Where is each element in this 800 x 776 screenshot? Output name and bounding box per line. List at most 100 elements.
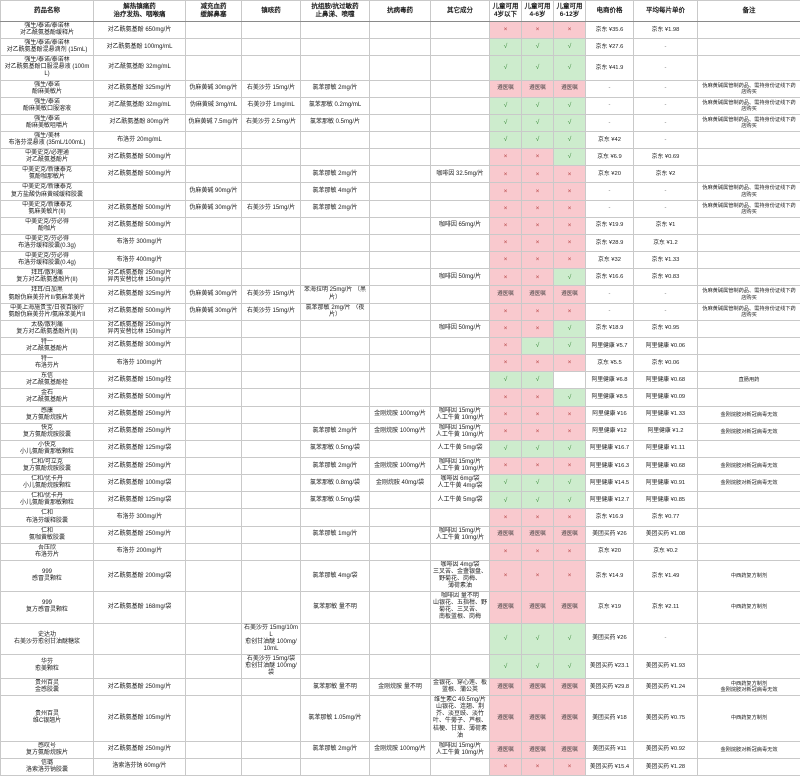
unit-cell[interactable]: 美团买药 ¥0.75	[634, 696, 698, 741]
drug-name-cell[interactable]: 强生/泰诺/泰诺林对乙酰氨基酚口服混悬液 (100mL)	[1, 56, 94, 80]
age-under-4-cell[interactable]: ×	[490, 423, 522, 440]
decongestant-cell[interactable]	[186, 217, 242, 234]
age-4-6-cell[interactable]: ×	[522, 269, 554, 286]
other-ingredients-cell[interactable]	[431, 114, 490, 131]
drug-name-cell[interactable]: 史达功右美沙芬愈创甘油醚糖浆	[1, 623, 94, 654]
other-ingredients-cell[interactable]	[431, 509, 490, 526]
other-ingredients-cell[interactable]: 咖啡因 量不明 山银花、五指柑、野菊花、三叉苦、 南板蓝根、岗梅	[431, 592, 490, 623]
antipyretic-cell[interactable]	[94, 623, 186, 654]
age-6-12-cell[interactable]: ×	[554, 22, 586, 39]
unit-cell[interactable]: 京东 ¥1	[634, 217, 698, 234]
other-ingredients-cell[interactable]	[431, 337, 490, 354]
column-header-age-under-4[interactable]: 儿童可用 4岁以下	[490, 1, 522, 22]
age-4-6-cell[interactable]: √	[522, 56, 554, 80]
antihistamine-cell[interactable]	[301, 269, 370, 286]
antipyretic-cell[interactable]: 布洛芬 100mg/片	[94, 355, 186, 372]
age-6-12-cell[interactable]: ×	[554, 355, 586, 372]
unit-cell[interactable]: 京东 ¥0.95	[634, 320, 698, 337]
drug-name-cell[interactable]: 拜耳/散利痛复方对乙酰氨基酚片(II)	[1, 269, 94, 286]
decongestant-cell[interactable]	[186, 372, 242, 389]
price-cell[interactable]: 阿里健康 ¥16.3	[586, 457, 634, 474]
unit-cell[interactable]: 京东 ¥1.49	[634, 560, 698, 591]
unit-cell[interactable]: -	[634, 183, 698, 200]
column-header-unit-price[interactable]: 平均每片单价	[634, 1, 698, 22]
decongestant-cell[interactable]	[186, 320, 242, 337]
price-cell[interactable]: -	[586, 97, 634, 114]
antiviral-cell[interactable]: 金刚烷胺 100mg/片	[370, 457, 431, 474]
antihistamine-cell[interactable]	[301, 654, 370, 678]
decongestant-cell[interactable]	[186, 234, 242, 251]
age-6-12-cell[interactable]: ×	[554, 543, 586, 560]
age-4-6-cell[interactable]: ×	[522, 457, 554, 474]
age-under-4-cell[interactable]: ×	[490, 234, 522, 251]
note-cell[interactable]	[698, 269, 800, 286]
age-6-12-cell[interactable]: √	[554, 56, 586, 80]
antiviral-cell[interactable]	[370, 592, 431, 623]
decongestant-cell[interactable]	[186, 440, 242, 457]
price-cell[interactable]: 京东 ¥35.6	[586, 22, 634, 39]
age-under-4-cell[interactable]: ×	[490, 269, 522, 286]
antipyretic-cell[interactable]: 对乙酰氨基酚 650mg/片	[94, 22, 186, 39]
note-cell[interactable]	[698, 509, 800, 526]
note-cell[interactable]: 伪麻黄碱属管制药品、需持身份证线下药店购买	[698, 303, 800, 320]
other-ingredients-cell[interactable]	[431, 97, 490, 114]
age-6-12-cell[interactable]: 遵医嘱	[554, 741, 586, 758]
note-cell[interactable]: 直肠用药	[698, 372, 800, 389]
age-4-6-cell[interactable]: √	[522, 39, 554, 56]
cough-suppressant-cell[interactable]: 右美沙芬 15mg/片	[242, 286, 301, 303]
age-6-12-cell[interactable]: √	[554, 97, 586, 114]
column-header-age-6-12[interactable]: 儿童可用 6-12岁	[554, 1, 586, 22]
other-ingredients-cell[interactable]: 咖啡因 15mg/片 人工牛黄 10mg/片	[431, 526, 490, 543]
cough-suppressant-cell[interactable]: 右美沙芬 15mg/袋 愈创甘油醚 100mg/袋	[242, 654, 301, 678]
note-cell[interactable]	[698, 39, 800, 56]
age-4-6-cell[interactable]: 遵医嘱	[522, 741, 554, 758]
antipyretic-cell[interactable]: 对乙酰氨基酚 32mg/mL	[94, 97, 186, 114]
cough-suppressant-cell[interactable]	[242, 183, 301, 200]
note-cell[interactable]	[698, 320, 800, 337]
note-cell[interactable]: 中西药复方制剂 金刚烷胺对新冠病毒无效	[698, 679, 800, 696]
column-header-decongestant[interactable]: 减充血药 缓解鼻塞	[186, 1, 242, 22]
other-ingredients-cell[interactable]	[431, 39, 490, 56]
note-cell[interactable]: 伪麻黄碱属管制药品、需持身份证线下药店购买	[698, 114, 800, 131]
cough-suppressant-cell[interactable]	[242, 526, 301, 543]
antipyretic-cell[interactable]: 对乙酰氨基酚 168mg/袋	[94, 592, 186, 623]
antipyretic-cell[interactable]: 对乙酰氨基酚 250mg/片	[94, 457, 186, 474]
cough-suppressant-cell[interactable]	[242, 269, 301, 286]
antiviral-cell[interactable]	[370, 526, 431, 543]
decongestant-cell[interactable]	[186, 22, 242, 39]
note-cell[interactable]	[698, 389, 800, 406]
unit-cell[interactable]: 京东 ¥2.11	[634, 592, 698, 623]
drug-name-cell[interactable]: 贵州百灵金感胶囊	[1, 679, 94, 696]
age-6-12-cell[interactable]: √	[554, 623, 586, 654]
antipyretic-cell[interactable]: 对乙酰氨基酚 150mg/栓	[94, 372, 186, 389]
antiviral-cell[interactable]	[370, 654, 431, 678]
price-cell[interactable]: 京东 ¥5.5	[586, 355, 634, 372]
price-cell[interactable]: 阿里健康 ¥5.7	[586, 337, 634, 354]
cough-suppressant-cell[interactable]	[242, 39, 301, 56]
antiviral-cell[interactable]	[370, 22, 431, 39]
antiviral-cell[interactable]: 金刚烷胺 100mg/片	[370, 406, 431, 423]
unit-cell[interactable]: 阿里健康 ¥0.09	[634, 389, 698, 406]
unit-cell[interactable]: 京东 ¥0.77	[634, 509, 698, 526]
antihistamine-cell[interactable]: 氯苯那敏 2mg/片	[301, 80, 370, 97]
age-4-6-cell[interactable]: ×	[522, 543, 554, 560]
age-under-4-cell[interactable]: ×	[490, 22, 522, 39]
price-cell[interactable]: 京东 ¥19	[586, 592, 634, 623]
antiviral-cell[interactable]	[370, 389, 431, 406]
age-6-12-cell[interactable]: √	[554, 492, 586, 509]
price-cell[interactable]: 美团买药 ¥29.8	[586, 679, 634, 696]
age-under-4-cell[interactable]: ×	[490, 252, 522, 269]
antiviral-cell[interactable]	[370, 183, 431, 200]
antipyretic-cell[interactable]: 对乙酰氨基酚 200mg/袋	[94, 560, 186, 591]
age-under-4-cell[interactable]: √	[490, 440, 522, 457]
cough-suppressant-cell[interactable]	[242, 22, 301, 39]
age-6-12-cell[interactable]: √	[554, 39, 586, 56]
unit-cell[interactable]: 京东 ¥1.2	[634, 234, 698, 251]
antipyretic-cell[interactable]: 对乙酰氨基酚 125mg/袋	[94, 440, 186, 457]
age-4-6-cell[interactable]: ×	[522, 200, 554, 217]
age-4-6-cell[interactable]: √	[522, 492, 554, 509]
other-ingredients-cell[interactable]	[431, 80, 490, 97]
antiviral-cell[interactable]	[370, 39, 431, 56]
age-6-12-cell[interactable]: ×	[554, 252, 586, 269]
